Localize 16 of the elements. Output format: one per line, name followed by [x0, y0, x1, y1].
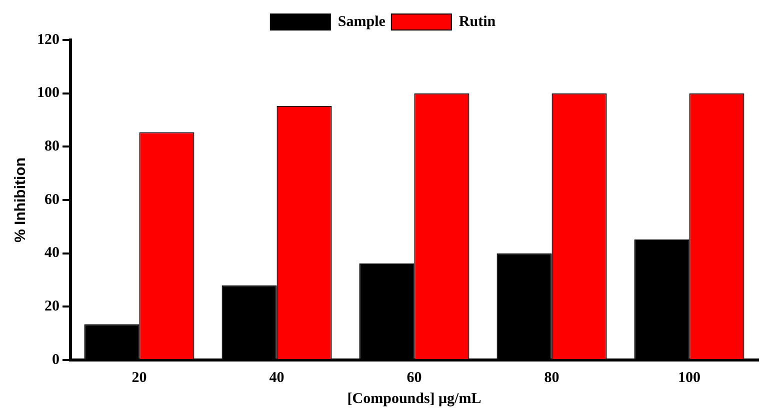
legend-label: Rutin: [458, 14, 496, 30]
x-tick-label: 80: [544, 370, 560, 386]
y-tick-label: 60: [44, 192, 60, 208]
y-axis-title: % Inhibition: [12, 158, 30, 242]
y-tick-label: 100: [37, 85, 60, 102]
y-tick-label: 120: [37, 32, 60, 48]
x-axis-title: [Compounds] μg/mL: [347, 390, 482, 407]
x-tick-label: 100: [678, 370, 700, 386]
y-tick-label: 20: [44, 298, 60, 315]
y-tick-label: 80: [44, 138, 60, 155]
x-tick-label: 40: [269, 370, 284, 386]
y-tick-label: 0: [52, 352, 60, 368]
x-tick-label: 20: [132, 370, 147, 386]
x-tick-label: 60: [406, 370, 422, 386]
legend-label: Sample: [338, 14, 386, 30]
y-tick-label: 40: [44, 245, 60, 262]
